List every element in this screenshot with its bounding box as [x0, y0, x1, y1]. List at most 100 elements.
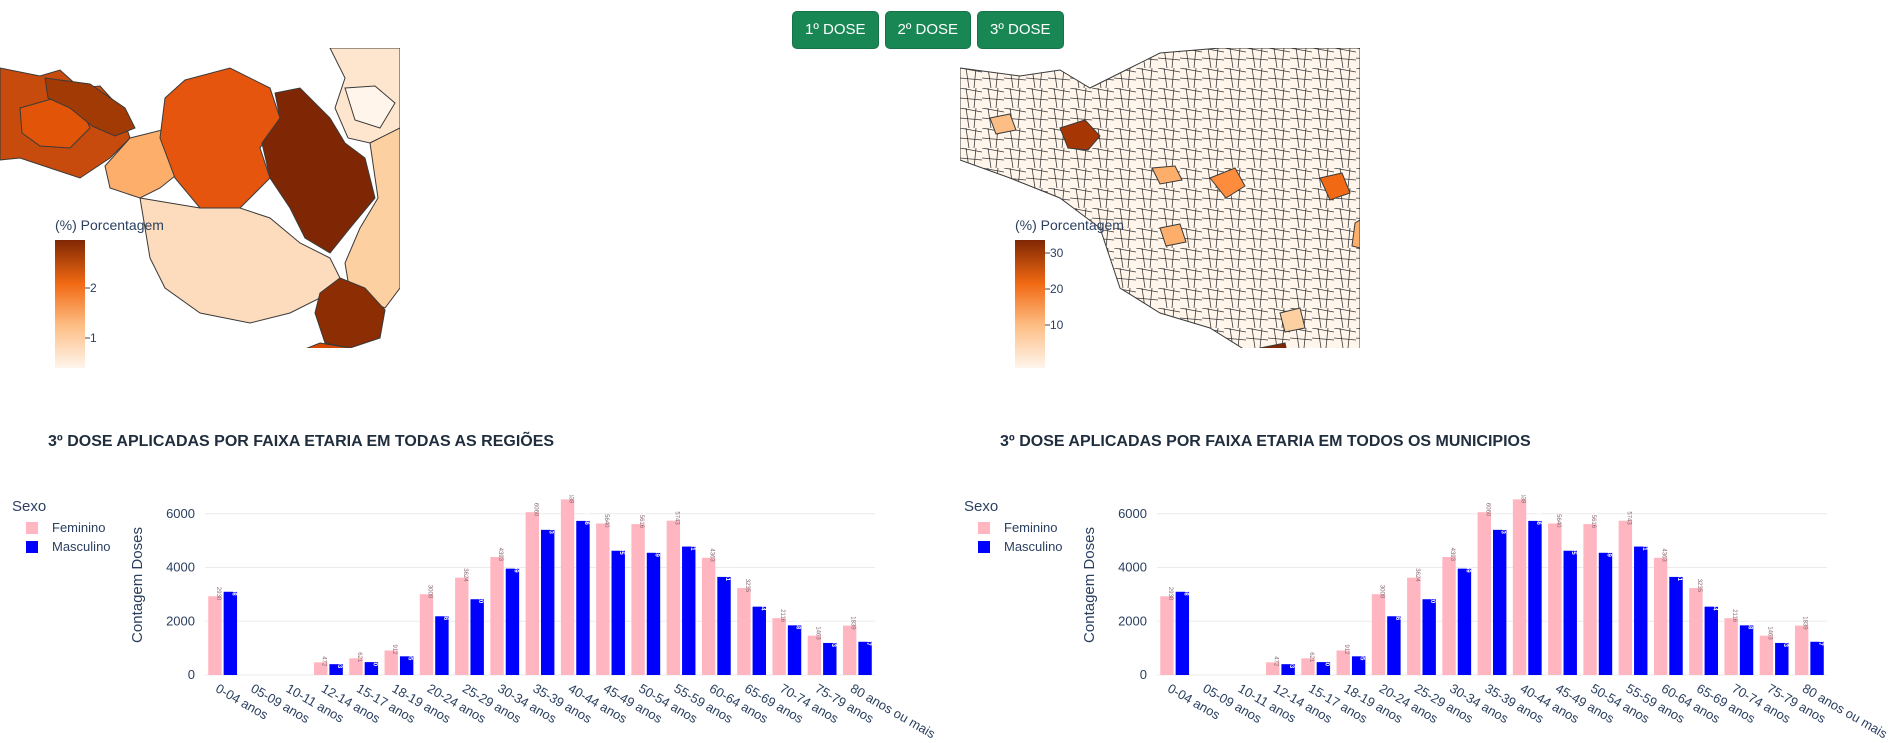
- bar-value-label: 4549: [653, 543, 659, 557]
- bar-value-label: 4393: [497, 548, 503, 562]
- bar-value-label: 3624: [462, 568, 468, 582]
- left-colorbar-tick: 2: [90, 281, 97, 295]
- bar-masculino: [1563, 550, 1577, 675]
- bar-value-label: 2544: [1711, 597, 1717, 611]
- bar-value-label: 5736: [583, 512, 589, 526]
- bar-masculino: [1598, 552, 1613, 675]
- bar-value-label: 4781: [689, 537, 695, 551]
- right-chart-title: 3º DOSE APLICADAS POR FAIXA ETARIA EM TO…: [1000, 433, 1531, 450]
- bar-feminino: [1371, 594, 1386, 675]
- bar-value-label: 4625: [618, 541, 624, 555]
- bar-value-label: 480: [1323, 656, 1329, 667]
- legend-swatch-masculino: [978, 541, 990, 553]
- bar-feminino: [807, 635, 822, 675]
- bar-value-label: 621: [356, 652, 362, 663]
- bar-masculino: [646, 552, 661, 675]
- bar-masculino: [364, 662, 379, 675]
- bar-feminino: [631, 524, 645, 675]
- bar-value-label: 1848: [795, 616, 801, 630]
- bar-value-label: 6538: [1520, 495, 1526, 504]
- bar-value-label: 4363: [709, 548, 715, 562]
- bar-masculino: [717, 576, 731, 675]
- map-municipality: [1351, 219, 1360, 249]
- bar-masculino: [541, 529, 555, 675]
- right-colorbar-tick: 30: [1050, 246, 1064, 260]
- bar-feminino: [737, 588, 751, 675]
- bar-feminino: [419, 594, 434, 675]
- y-tick-label: 2000: [166, 613, 195, 628]
- bar-value-label: 3098: [1182, 582, 1188, 596]
- bar-feminino: [1689, 588, 1703, 675]
- legend-item-masculino: Masculino: [52, 539, 111, 554]
- bar-feminino: [596, 523, 610, 675]
- y-tick-label: 0: [188, 667, 195, 682]
- bar-feminino: [1336, 650, 1350, 675]
- bar-value-label: 3235: [1696, 579, 1702, 593]
- map-region: [261, 87, 376, 254]
- bar-value-label: 3651: [724, 568, 730, 582]
- bar-value-label: 4625: [1570, 541, 1576, 555]
- bar-value-label: 2544: [759, 597, 765, 611]
- bar-value-label: 3235: [744, 579, 750, 593]
- bar-feminino: [1794, 625, 1809, 675]
- bar-feminino: [1442, 556, 1456, 675]
- bar-value-label: 2930: [1167, 587, 1173, 601]
- bar-value-label: 5616: [638, 515, 644, 529]
- bar-value-label: 2820: [1429, 590, 1435, 604]
- dose2-button[interactable]: 2º DOSE: [884, 11, 971, 49]
- bar-value-label: 1839: [1802, 616, 1808, 630]
- bar-value-label: 1848: [1747, 616, 1753, 630]
- y-tick-label: 0: [1140, 667, 1147, 682]
- bar-value-label: 4549: [1605, 543, 1611, 557]
- bar-feminino: [490, 556, 504, 675]
- dose3-button[interactable]: 3º DOSE: [977, 11, 1064, 49]
- bar-masculino: [787, 625, 802, 675]
- regions-choropleth-map[interactable]: (%) Porcentagem 2 1: [0, 48, 420, 378]
- bar-masculino: [1457, 568, 1472, 675]
- y-tick-label: 6000: [1118, 506, 1147, 521]
- bar-value-label: 5743: [673, 511, 679, 525]
- legend-item-masculino: Masculino: [1004, 539, 1063, 554]
- bar-masculino: [823, 642, 837, 675]
- legend-title: Sexo: [12, 498, 46, 515]
- right-colorbar-tick: 20: [1050, 282, 1064, 296]
- bar-masculino: [223, 591, 238, 675]
- bar-value-label: 2186: [442, 607, 448, 621]
- bar-masculino: [1704, 606, 1718, 675]
- bar-value-label: 695: [407, 650, 413, 661]
- y-tick-label: 4000: [166, 560, 195, 575]
- bar-value-label: 621: [1308, 652, 1314, 663]
- legend-swatch-feminino: [978, 522, 990, 534]
- bar-value-label: 5403: [548, 520, 554, 534]
- bar-masculino: [505, 568, 520, 675]
- bar-value-label: 480: [371, 656, 377, 667]
- bar-masculino: [1387, 616, 1401, 675]
- legend-swatch-masculino: [26, 541, 38, 553]
- y-axis-label: Contagem Doses: [129, 527, 146, 643]
- bar-feminino: [1266, 662, 1280, 675]
- bar-feminino: [384, 650, 398, 675]
- bar-masculino: [399, 656, 414, 675]
- bar-value-label: 1237: [1817, 632, 1823, 646]
- y-tick-label: 6000: [166, 506, 195, 521]
- bar-masculino: [1493, 529, 1507, 675]
- bar-value-label: 3008: [427, 585, 433, 599]
- bar-value-label: 2116: [779, 609, 785, 623]
- bar-value-label: 6060: [532, 503, 538, 517]
- municipalities-choropleth-map[interactable]: (%) Porcentagem 30 20 10: [960, 48, 1380, 378]
- bar-feminino: [842, 625, 857, 675]
- bar-masculino: [1669, 576, 1683, 675]
- legend-item-feminino: Feminino: [52, 520, 105, 535]
- dose1-button[interactable]: 1º DOSE: [792, 11, 879, 49]
- y-axis-label: Contagem Doses: [1081, 527, 1098, 643]
- legend-item-feminino: Feminino: [1004, 520, 1057, 535]
- bar-feminino: [1477, 512, 1491, 675]
- bar-value-label: 2116: [1731, 609, 1737, 623]
- bar-feminino: [525, 512, 539, 675]
- bar-value-label: 1193: [1782, 634, 1788, 648]
- bar-value-label: 5736: [1535, 512, 1541, 526]
- bar-value-label: 5743: [1625, 511, 1631, 525]
- bar-feminino: [1724, 618, 1738, 675]
